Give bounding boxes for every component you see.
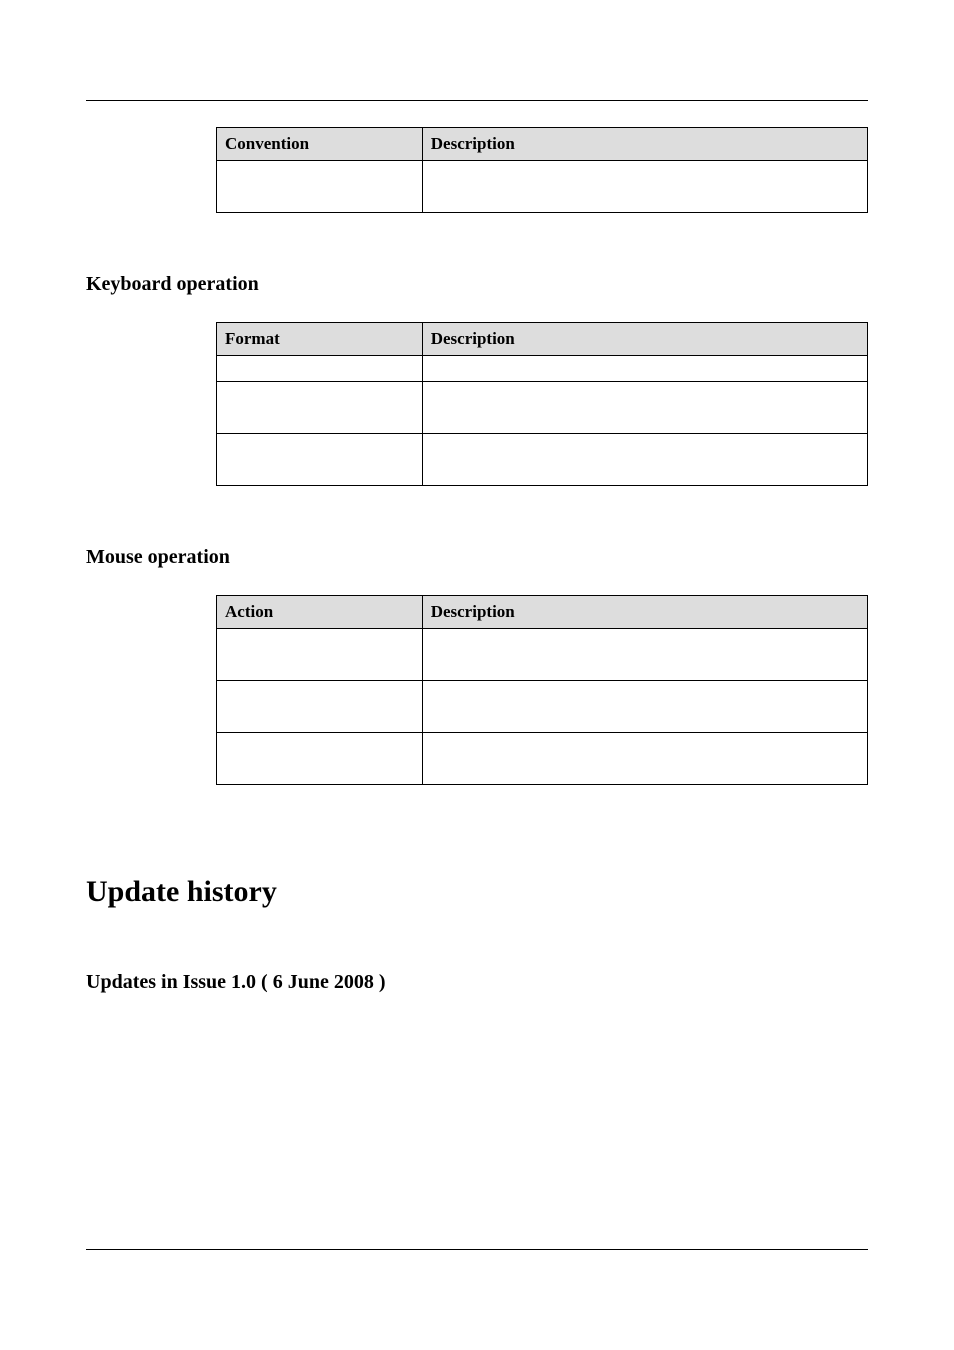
table-cell: [217, 382, 423, 434]
table-row: [217, 161, 868, 213]
th-format: Format: [217, 323, 423, 356]
table-row: [217, 382, 868, 434]
table-cell: [422, 161, 867, 213]
th-description: Description: [422, 323, 867, 356]
table-row: [217, 681, 868, 733]
table-cell: [217, 356, 423, 382]
table-cell: [422, 681, 867, 733]
mouse-table-block: Action Description: [216, 595, 868, 785]
th-description: Description: [422, 128, 867, 161]
updates-issue-heading: Updates in Issue 1.0 ( 6 June 2008 ): [86, 971, 868, 994]
table-cell: [217, 434, 423, 486]
table-header-row: Format Description: [217, 323, 868, 356]
top-rule: [86, 100, 868, 101]
th-description: Description: [422, 596, 867, 629]
table-cell: [422, 356, 867, 382]
keyboard-tbody: [217, 356, 868, 486]
table-row: [217, 356, 868, 382]
table-cell: [422, 733, 867, 785]
table-row: [217, 629, 868, 681]
table-cell: [422, 629, 867, 681]
mouse-heading: Mouse operation: [86, 546, 868, 569]
convention-tbody: [217, 161, 868, 213]
keyboard-table: Format Description: [216, 322, 868, 486]
table-cell: [217, 161, 423, 213]
table-cell: [422, 382, 867, 434]
keyboard-table-block: Format Description: [216, 322, 868, 486]
table-cell: [217, 681, 423, 733]
bottom-rule: [86, 1249, 868, 1250]
table-cell: [217, 629, 423, 681]
update-history-heading: Update history: [86, 875, 868, 909]
th-action: Action: [217, 596, 423, 629]
mouse-table: Action Description: [216, 595, 868, 785]
table-header-row: Action Description: [217, 596, 868, 629]
convention-table-block: Convention Description: [216, 127, 868, 213]
table-row: [217, 434, 868, 486]
th-convention: Convention: [217, 128, 423, 161]
convention-table: Convention Description: [216, 127, 868, 213]
table-cell: [217, 733, 423, 785]
table-row: [217, 733, 868, 785]
mouse-tbody: [217, 629, 868, 785]
keyboard-heading: Keyboard operation: [86, 273, 868, 296]
table-cell: [422, 434, 867, 486]
table-header-row: Convention Description: [217, 128, 868, 161]
